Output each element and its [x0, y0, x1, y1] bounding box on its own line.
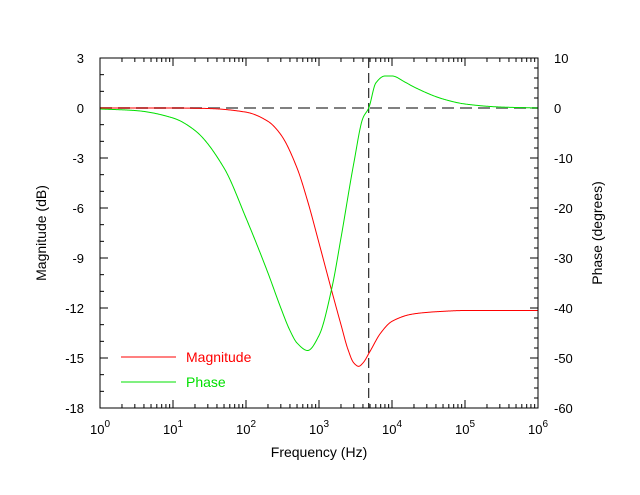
- y-left-tick-label: -3: [72, 151, 84, 166]
- x-tick-label: 101: [163, 419, 183, 437]
- series-layer: [99, 75, 539, 367]
- y-right-tick-label: -10: [554, 151, 573, 166]
- x-tick-label: 105: [455, 419, 475, 437]
- y-left-tick-label: -6: [72, 201, 84, 216]
- phase-series-line: [99, 75, 539, 351]
- y-left-axis-title: Magnitude (dB): [33, 185, 49, 281]
- x-tick-label: 106: [528, 419, 548, 437]
- y-right-tick-label: -30: [554, 251, 573, 266]
- y-right-tick-label: -20: [554, 201, 573, 216]
- legend-magnitude-label: Magnitude: [186, 349, 252, 365]
- legend-phase-label: Phase: [186, 374, 226, 390]
- x-tick-label: 103: [309, 419, 329, 437]
- x-tick-label: 100: [90, 419, 110, 437]
- y-left-axis-ticks: 3 0 -3 -6 -9 -12 -15 -18: [65, 51, 108, 416]
- y-right-tick-label: -40: [554, 301, 573, 316]
- y-right-axis-title: Phase (degrees): [589, 181, 605, 285]
- y-left-tick-label: -15: [65, 351, 84, 366]
- y-left-tick-label: 0: [77, 101, 84, 116]
- magnitude-series-line: [100, 107, 538, 367]
- y-right-tick-label: -50: [554, 351, 573, 366]
- x-tick-label: 102: [236, 419, 256, 437]
- y-left-tick-label: 3: [77, 51, 84, 66]
- y-right-tick-label: 10: [554, 51, 568, 66]
- y-left-tick-label: -9: [72, 251, 84, 266]
- x-axis-title: Frequency (Hz): [271, 444, 367, 460]
- y-right-tick-label: 0: [554, 101, 561, 116]
- y-right-axis-ticks: 10 0 -10 -20 -30 -40 -50 -60: [530, 51, 573, 416]
- y-right-tick-label: -60: [554, 401, 573, 416]
- y-left-tick-label: -12: [65, 301, 84, 316]
- legend: Magnitude Phase: [121, 349, 252, 390]
- x-tick-label: 104: [382, 419, 402, 437]
- plot-frame: [99, 57, 539, 409]
- y-left-tick-label: -18: [65, 401, 84, 416]
